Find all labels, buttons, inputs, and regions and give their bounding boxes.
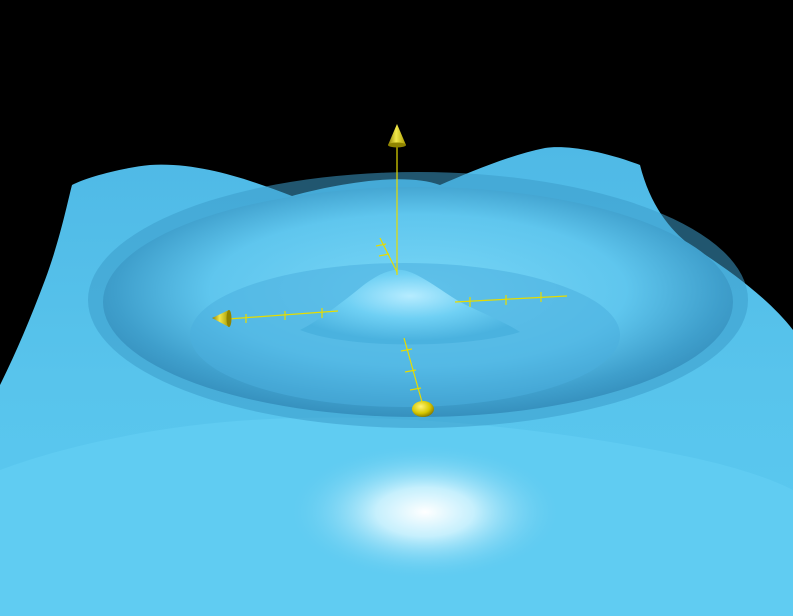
surface-highlight <box>285 442 565 582</box>
arrow-cone-icon[interactable] <box>388 124 406 148</box>
arrow-cone-icon[interactable] <box>212 310 232 327</box>
axis-right-line <box>454 295 568 303</box>
axes-gizmo[interactable] <box>227 146 568 403</box>
central-peak <box>300 269 520 345</box>
sphere-marker-icon[interactable] <box>412 401 434 417</box>
axis-back-line <box>379 237 398 273</box>
